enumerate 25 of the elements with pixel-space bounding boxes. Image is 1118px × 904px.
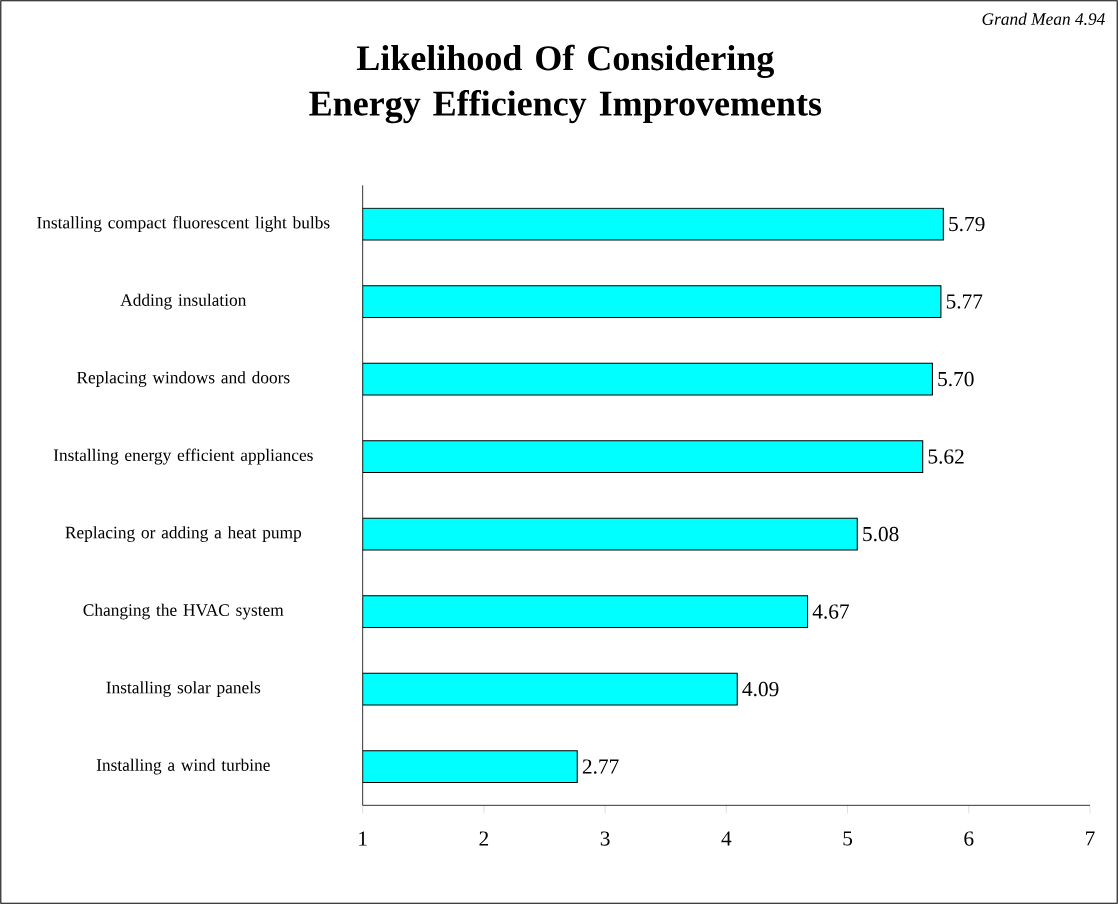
y-tick-label: Adding insulation: [120, 293, 247, 310]
y-tick-label: Installing a wind turbine: [96, 758, 270, 775]
y-tick-label: Installing solar panels: [106, 681, 261, 697]
x-tick-label: 1: [359, 831, 367, 846]
x-tick-label: 6: [964, 831, 974, 846]
chart-title: Likelihood Of Considering Energy Efficiency Improvements: [309, 44, 822, 124]
data-label: 4.67: [812, 604, 849, 619]
y-tick-label: Changing the HVAC system: [83, 603, 284, 620]
x-tick-label: 2: [479, 831, 489, 846]
data-label: 5.70: [938, 371, 974, 387]
data-label: 5.79: [949, 216, 985, 232]
y-tick-label: Installing energy efficient appliances: [53, 448, 313, 465]
y-tick-label: Replacing or adding a heat pump: [65, 526, 302, 542]
x-tick-label: 4: [721, 831, 732, 846]
data-label: 4.09: [742, 681, 779, 697]
x-tick-label: 5: [843, 831, 853, 846]
text: Grand Mean 4.94: [982, 12, 1105, 25]
data-label: 5.77: [946, 294, 983, 309]
data-label: 2.77: [582, 759, 619, 774]
x-tick-label: 3: [600, 831, 610, 846]
data-label: 5.62: [928, 449, 964, 464]
y-tick-label: Replacing windows and doors: [76, 371, 290, 387]
y-tick-label: Installing compact fluorescent light bulbs: [37, 216, 330, 233]
x-tick-label: 7: [1086, 831, 1095, 846]
data-label: 5.08: [863, 526, 899, 542]
